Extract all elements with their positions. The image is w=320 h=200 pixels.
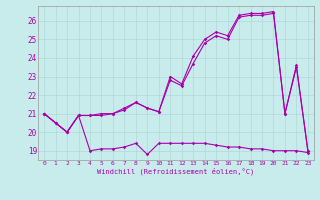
X-axis label: Windchill (Refroidissement éolien,°C): Windchill (Refroidissement éolien,°C) — [97, 168, 255, 175]
